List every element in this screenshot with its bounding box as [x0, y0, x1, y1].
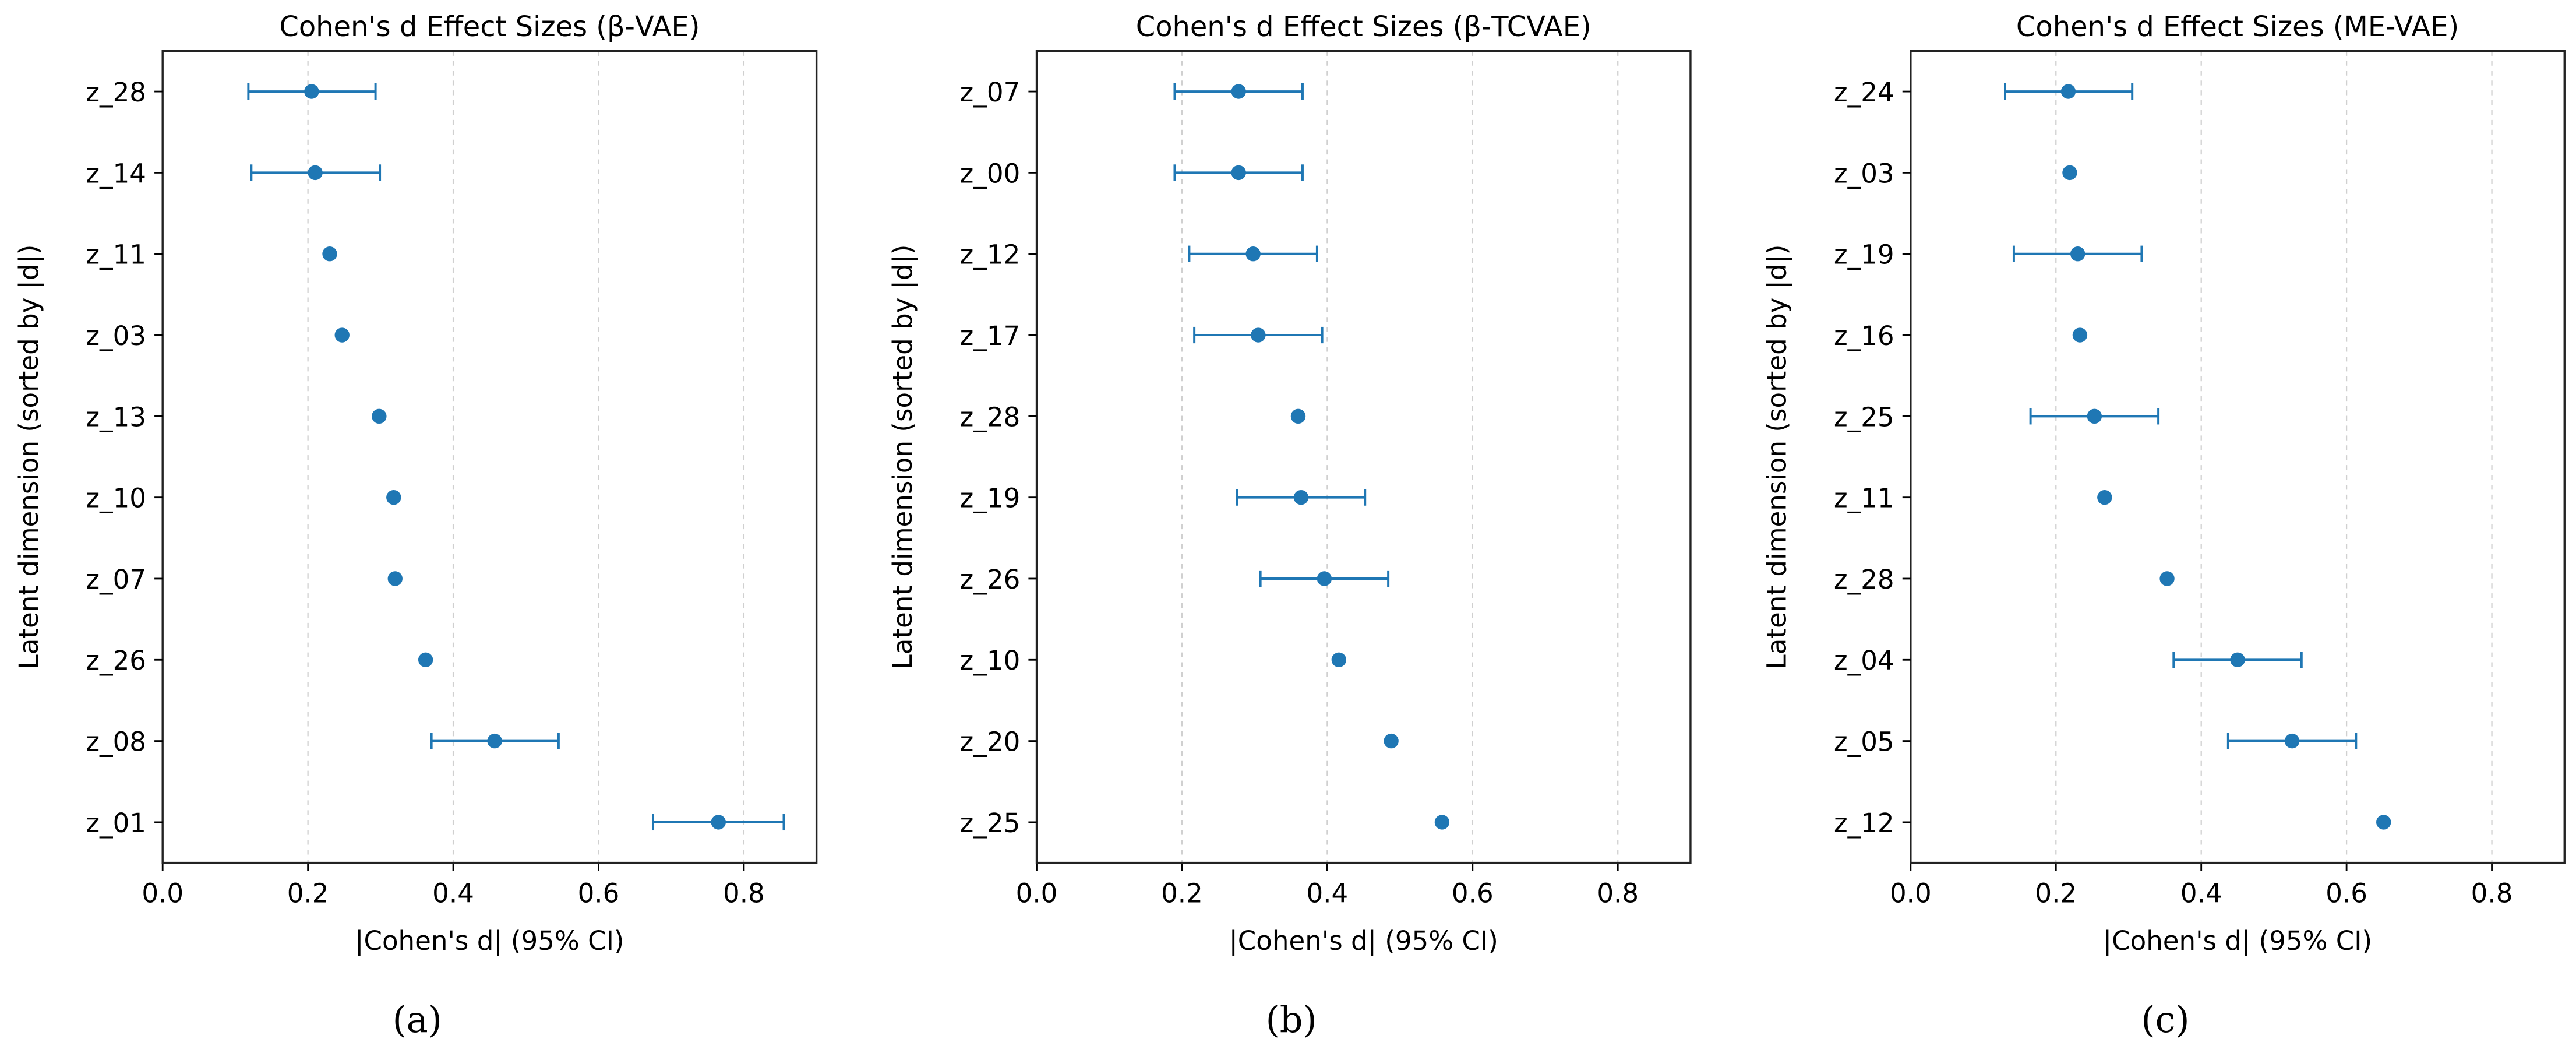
y-tick-label: z_28: [960, 402, 1021, 432]
y-axis-label: Latent dimension (sorted by |d|): [887, 245, 918, 670]
data-point: [2159, 571, 2175, 586]
x-axis-label: |Cohen's d| (95% CI): [1229, 925, 1498, 956]
data-point: [1251, 327, 1266, 343]
data-point: [1434, 815, 1450, 830]
y-tick-label: z_12: [1834, 808, 1894, 839]
y-tick-label: z_10: [960, 645, 1021, 676]
y-tick-label: z_07: [86, 564, 146, 595]
data-point: [1331, 652, 1347, 667]
data-point: [1317, 571, 1332, 586]
y-tick-label: z_19: [1834, 240, 1894, 270]
x-tick-label: 0.6: [1452, 878, 1494, 908]
x-tick-label: 0.8: [723, 878, 765, 908]
x-tick-label: 0.4: [2180, 878, 2222, 908]
y-tick-label: z_26: [960, 564, 1021, 595]
data-point: [2230, 652, 2245, 667]
y-tick-label: z_00: [960, 158, 1021, 189]
data-point: [487, 733, 502, 749]
data-point: [2087, 408, 2102, 424]
y-tick-label: z_28: [86, 77, 146, 108]
data-point: [372, 408, 387, 424]
panel-label: (a): [393, 998, 442, 1041]
y-tick-label: z_08: [86, 727, 146, 758]
data-point: [308, 165, 323, 181]
data-point: [2070, 246, 2085, 262]
y-tick-label: z_16: [1834, 321, 1894, 351]
x-tick-label: 0.6: [2326, 878, 2367, 908]
y-tick-label: z_07: [960, 77, 1021, 108]
x-tick-label: 0.8: [2471, 878, 2513, 908]
data-point: [304, 84, 319, 99]
data-point: [711, 815, 726, 830]
y-tick-label: z_11: [86, 240, 146, 270]
x-tick-label: 0.0: [1016, 878, 1058, 908]
y-tick-label: z_03: [1834, 158, 1894, 189]
x-tick-label: 0.2: [2035, 878, 2077, 908]
y-tick-label: z_17: [960, 321, 1021, 351]
x-tick-label: 0.4: [1306, 878, 1348, 908]
data-point: [334, 327, 350, 343]
data-point: [1231, 165, 1246, 181]
y-tick-label: z_12: [960, 240, 1021, 270]
y-tick-label: z_10: [86, 483, 146, 514]
y-tick-label: z_28: [1834, 564, 1894, 595]
panel-label: (c): [2141, 998, 2189, 1041]
data-point: [2072, 327, 2088, 343]
y-tick-label: z_20: [960, 727, 1021, 758]
data-point: [418, 652, 433, 667]
panel-label: (b): [1266, 998, 1317, 1041]
data-point: [322, 246, 337, 262]
plot-frame: [161, 50, 818, 864]
y-tick-label: z_04: [1834, 645, 1894, 676]
data-point: [1293, 489, 1309, 505]
data-point: [1384, 733, 1399, 749]
data-point: [2060, 84, 2076, 99]
y-tick-label: z_25: [960, 808, 1021, 839]
data-point: [1290, 408, 1306, 424]
y-tick-label: z_01: [86, 808, 146, 839]
x-tick-label: 0.8: [1597, 878, 1639, 908]
y-tick-label: z_14: [86, 158, 146, 189]
x-tick-label: 0.0: [142, 878, 184, 908]
data-point: [2062, 165, 2077, 181]
y-axis-label: Latent dimension (sorted by |d|): [1762, 245, 1792, 670]
y-tick-label: z_19: [960, 483, 1021, 514]
x-axis-label: |Cohen's d| (95% CI): [2103, 925, 2372, 956]
x-tick-label: 0.4: [432, 878, 474, 908]
data-point: [2097, 489, 2112, 505]
chart-title: Cohen's d Effect Sizes (β-TCVAE): [1136, 11, 1592, 43]
x-axis-label: |Cohen's d| (95% CI): [355, 925, 624, 956]
y-tick-label: z_24: [1834, 77, 1894, 108]
data-point: [386, 489, 401, 505]
plot-frame: [1910, 50, 2566, 864]
y-tick-label: z_26: [86, 645, 146, 676]
chart-title: Cohen's d Effect Sizes (β-VAE): [279, 11, 700, 43]
x-tick-label: 0.0: [1890, 878, 1932, 908]
y-tick-label: z_05: [1834, 727, 1894, 758]
data-point: [2284, 733, 2300, 749]
y-tick-label: z_25: [1834, 402, 1894, 432]
data-point: [2376, 815, 2391, 830]
x-tick-label: 0.2: [1161, 878, 1203, 908]
plot-frame: [1035, 50, 1692, 864]
y-tick-label: z_13: [86, 402, 146, 432]
x-tick-label: 0.6: [578, 878, 620, 908]
y-tick-label: z_11: [1834, 483, 1894, 514]
y-tick-label: z_03: [86, 321, 146, 351]
data-point: [387, 571, 403, 586]
y-axis-label: Latent dimension (sorted by |d|): [13, 245, 44, 670]
data-point: [1245, 246, 1261, 262]
x-tick-label: 0.2: [287, 878, 329, 908]
chart-title: Cohen's d Effect Sizes (ME-VAE): [2016, 11, 2459, 43]
data-point: [1231, 84, 1246, 99]
